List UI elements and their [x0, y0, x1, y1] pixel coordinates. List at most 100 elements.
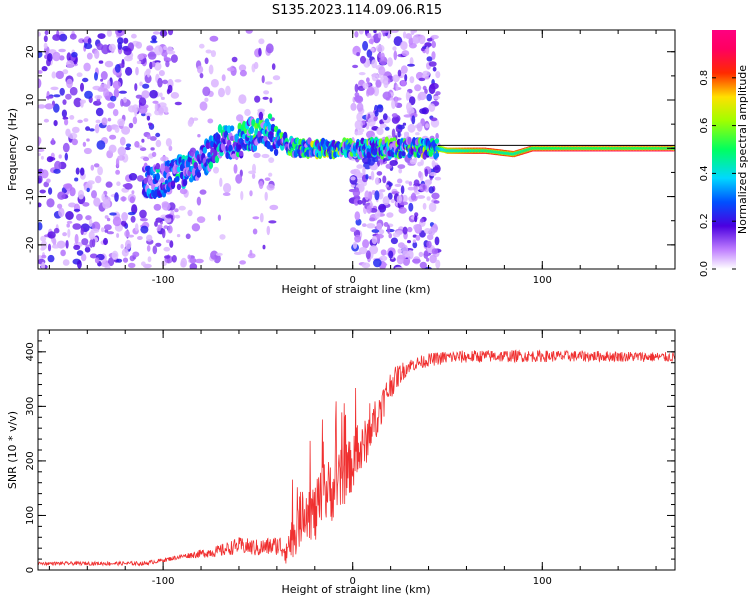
heatmap-noise-cell: [46, 198, 55, 208]
heatmap-noise-cell: [357, 199, 363, 205]
heatmap-signal-cell: [257, 130, 262, 138]
heatmap-noise-cell: [176, 234, 181, 238]
heatmap-noise-cell: [116, 233, 120, 238]
heatmap-noise-cell: [388, 233, 393, 239]
snr-ytick-label: 200: [25, 451, 36, 470]
snr-xtick-label: -100: [152, 576, 175, 587]
heatmap-noise-cell: [380, 52, 385, 60]
heatmap-noise-cell: [385, 97, 390, 101]
heatmap-noise-cell: [412, 239, 416, 243]
heatmap-noise-cell: [354, 211, 361, 221]
heatmap-noise-cell: [155, 139, 162, 148]
heatmap-noise-cell: [411, 115, 416, 125]
heatmap-noise-cell: [46, 178, 51, 184]
heatmap-noise-cell: [222, 192, 231, 196]
heatmap-noise-cell: [122, 257, 129, 263]
heatmap-noise-cell: [60, 249, 66, 257]
heatmap-noise-cell: [361, 262, 371, 269]
heatmap-noise-cell: [404, 253, 410, 258]
heatmap-noise-cell: [38, 152, 41, 157]
heatmap-noise-cell: [356, 102, 364, 112]
colorbar-tick-label: 0.2: [699, 213, 710, 229]
heatmap-noise-cell: [397, 131, 401, 138]
heatmap-noise-cell: [410, 193, 417, 201]
heatmap-noise-cell: [163, 246, 171, 252]
heatmap-noise-cell: [374, 110, 379, 117]
heatmap-noise-cell: [139, 209, 147, 219]
heatmap-noise-cell: [164, 255, 171, 259]
heatmap-noise-cell: [166, 88, 171, 95]
heatmap-noise-cell: [249, 249, 253, 256]
heatmap-noise-cell: [147, 256, 152, 263]
heatmap-noise-cell: [59, 87, 65, 96]
heatmap-noise-cell: [158, 70, 165, 77]
heatmap-noise-cell: [90, 164, 95, 171]
heatmap-noise-cell: [146, 134, 151, 140]
heatmap-noise-cell: [83, 62, 91, 72]
heatmap-noise-cell: [394, 266, 404, 269]
heatmap-noise-cell: [393, 50, 398, 61]
heatmap-noise-cell: [146, 115, 151, 121]
heatmap-noise-cell: [225, 85, 231, 96]
heatmap-noise-cell: [407, 186, 415, 191]
heatmap-noise-cell: [429, 37, 433, 41]
heatmap-noise-cell: [139, 218, 148, 222]
heatmap-noise-cell: [155, 132, 161, 138]
heatmap-noise-cell: [120, 196, 127, 202]
heatmap-noise-cell: [84, 43, 93, 50]
heatmap-noise-cell: [160, 156, 169, 162]
heatmap-signal-cell: [434, 152, 440, 158]
heatmap-signal-cell: [160, 177, 165, 184]
heatmap-noise-cell: [63, 183, 73, 189]
heatmap-signal-cell: [237, 144, 242, 150]
heatmap-noise-cell: [269, 204, 279, 211]
heatmap-noise-cell: [136, 60, 142, 65]
heatmap-noise-cell: [395, 230, 403, 236]
heatmap-noise-cell: [66, 78, 73, 89]
heatmap-noise-cell: [69, 86, 78, 96]
heatmap-signal-cell: [202, 146, 207, 154]
heatmap-noise-cell: [192, 117, 199, 121]
heatmap-noise-cell: [114, 126, 120, 133]
heatmap-noise-cell: [202, 86, 211, 97]
heatmap-noise-cell: [424, 76, 430, 80]
heatmap-noise-cell: [387, 57, 393, 67]
heatmap-noise-cell: [52, 51, 61, 62]
heatmap-noise-cell: [403, 114, 413, 118]
heatmap-noise-cell: [129, 196, 135, 204]
heatmap-noise-cell: [379, 189, 386, 193]
heatmap-noise-cell: [76, 72, 83, 77]
heatmap-noise-cell: [400, 41, 408, 51]
heatmap-noise-cell: [98, 60, 104, 64]
heatmap-noise-cell: [83, 118, 89, 122]
heatmap-noise-cell: [85, 244, 90, 248]
heatmap-noise-cell: [142, 156, 150, 162]
heatmap-noise-cell: [167, 225, 173, 234]
heatmap-noise-cell: [41, 254, 47, 259]
heatmap-noise-cell: [174, 101, 182, 106]
heatmap-noise-cell: [196, 196, 202, 206]
heatmap-noise-cell: [259, 212, 264, 223]
heatmap-noise-cell: [123, 47, 132, 56]
heatmap-noise-cell: [397, 124, 405, 130]
heatmap-noise-cell: [358, 247, 368, 255]
heatmap-noise-cell: [354, 234, 362, 243]
heatmap-noise-cell: [354, 172, 363, 177]
heatmap-noise-cell: [375, 79, 382, 88]
heatmap-noise-cell: [374, 190, 380, 201]
heatmap-noise-cell: [371, 235, 378, 245]
heatmap-noise-cell: [392, 46, 397, 51]
heatmap-noise-cell: [418, 251, 424, 258]
heatmap-noise-cell: [404, 74, 408, 82]
heatmap-noise-cell: [82, 141, 87, 147]
heatmap-noise-cell: [87, 180, 95, 185]
heatmap-noise-cell: [428, 186, 434, 194]
heatmap-noise-cell: [115, 169, 120, 175]
heatmap-signal-cell: [170, 180, 176, 187]
heatmap-noise-cell: [89, 239, 94, 248]
heatmap-noise-cell: [66, 220, 73, 224]
heatmap-noise-cell: [101, 193, 106, 202]
heatmap-noise-cell: [53, 168, 61, 174]
snr-panel: -100 0 100 0 100 200 300 400 Height of straight…: [6, 329, 676, 596]
heatmap-noise-cell: [210, 50, 216, 58]
